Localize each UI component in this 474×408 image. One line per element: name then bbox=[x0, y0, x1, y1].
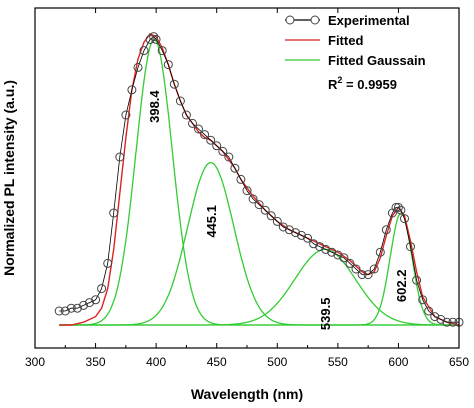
experimental-point bbox=[91, 295, 101, 305]
experimental-point bbox=[149, 32, 159, 42]
experimental-point bbox=[430, 312, 440, 322]
x-tick-label: 500 bbox=[267, 355, 287, 369]
peak-labels: 398.4 445.1 539.5 602.2 bbox=[147, 90, 409, 331]
x-tick-label: 300 bbox=[25, 355, 45, 369]
legend-label-experimental: Experimental bbox=[328, 13, 410, 28]
experimental-point bbox=[248, 194, 258, 204]
experimental-point bbox=[284, 225, 294, 235]
experimental-point bbox=[109, 208, 119, 218]
peak-label: 602.2 bbox=[394, 270, 409, 303]
experimental-point bbox=[406, 242, 415, 252]
experimental-point bbox=[448, 317, 458, 327]
gaussian-curves bbox=[59, 38, 459, 326]
legend-label-gaussian: Fitted Gaussain bbox=[328, 53, 426, 68]
experimental-point bbox=[224, 152, 234, 162]
experimental-point bbox=[175, 96, 185, 106]
experimental-point bbox=[309, 239, 319, 249]
experimental-point bbox=[242, 186, 252, 196]
peak-label: 398.4 bbox=[147, 90, 162, 123]
experimental-point bbox=[436, 314, 446, 324]
experimental-point bbox=[139, 46, 149, 56]
experimental-point bbox=[363, 270, 373, 280]
legend-marker bbox=[285, 15, 295, 25]
peak-label: 539.5 bbox=[318, 298, 333, 331]
experimental-point bbox=[418, 295, 428, 305]
experimental-point bbox=[151, 34, 161, 44]
peak-label: 445.1 bbox=[204, 205, 219, 238]
experimental-point bbox=[321, 244, 331, 254]
experimental-point bbox=[442, 317, 452, 327]
experimental-point bbox=[127, 85, 137, 95]
experimental-point bbox=[278, 222, 288, 232]
axes: 300 350 400 450 500 550 600 650 Wavelength (nm) N… bbox=[1, 7, 469, 402]
experimental-point bbox=[381, 225, 391, 235]
experimental-point bbox=[218, 146, 228, 156]
experimental-point bbox=[115, 152, 125, 162]
x-tick-label: 600 bbox=[388, 355, 408, 369]
experimental-point bbox=[291, 228, 300, 238]
experimental-point bbox=[133, 62, 143, 72]
experimental-point bbox=[212, 141, 222, 151]
experimental-point bbox=[315, 242, 325, 252]
experimental-point bbox=[97, 284, 107, 294]
experimental-point bbox=[266, 211, 276, 221]
experimental-point bbox=[236, 174, 246, 184]
experimental-point bbox=[188, 118, 197, 128]
y-axis-title: Normalized PL intensity (a.u.) bbox=[1, 80, 17, 276]
x-tick-label: 550 bbox=[328, 355, 348, 369]
legend-label-fitted: Fitted bbox=[328, 33, 363, 48]
experimental-point bbox=[181, 110, 191, 120]
experimental-point bbox=[297, 230, 306, 240]
x-tick-label: 450 bbox=[207, 355, 227, 369]
legend-marker bbox=[310, 15, 320, 25]
r-squared-label: R2 = 0.9959 bbox=[328, 75, 397, 92]
experimental-point bbox=[424, 306, 434, 316]
experimental-point bbox=[254, 200, 264, 210]
experimental-point bbox=[260, 205, 270, 215]
experimental-point bbox=[400, 214, 409, 224]
experimental-point bbox=[85, 298, 94, 308]
experimental-point bbox=[396, 205, 406, 215]
experimental-point bbox=[206, 135, 216, 145]
legend: Experimental Fitted Fitted Gaussain R2 = 0.… bbox=[285, 13, 426, 92]
experimental-point bbox=[200, 130, 210, 140]
experimental-point bbox=[169, 79, 179, 89]
fitted-curve bbox=[59, 32, 460, 326]
experimental-point bbox=[351, 264, 361, 274]
experimental-point bbox=[272, 216, 282, 226]
experimental-point bbox=[163, 60, 173, 70]
x-tick-label: 350 bbox=[86, 355, 106, 369]
experimental-point bbox=[79, 300, 88, 310]
experimental-point bbox=[357, 270, 367, 280]
experimental-point bbox=[393, 202, 403, 212]
x-tick-label: 650 bbox=[449, 355, 469, 369]
experimental-point bbox=[375, 247, 385, 257]
experimental-point bbox=[103, 258, 113, 268]
experimental-point bbox=[60, 306, 70, 316]
experimental-point bbox=[333, 250, 343, 260]
experimental-point bbox=[369, 264, 379, 274]
experimental-point bbox=[412, 275, 422, 285]
experimental-point bbox=[391, 202, 401, 212]
experimental-point bbox=[339, 253, 349, 263]
experimental-point bbox=[230, 163, 240, 173]
experimental-point bbox=[54, 306, 64, 316]
experimental-point bbox=[345, 258, 355, 268]
gaussian-curve-4 bbox=[59, 212, 459, 326]
experimental-point bbox=[121, 110, 131, 120]
experimental-point bbox=[194, 124, 203, 134]
experimental-series-group bbox=[54, 32, 464, 327]
x-axis-title: Wavelength (nm) bbox=[191, 386, 303, 402]
experimental-point bbox=[157, 46, 167, 56]
x-tick-label: 400 bbox=[146, 355, 166, 369]
experimental-point bbox=[303, 233, 313, 243]
fitted-curve-group bbox=[59, 32, 460, 326]
experimental-point bbox=[66, 303, 76, 313]
experimental-point bbox=[327, 247, 337, 257]
experimental-point bbox=[72, 303, 82, 313]
